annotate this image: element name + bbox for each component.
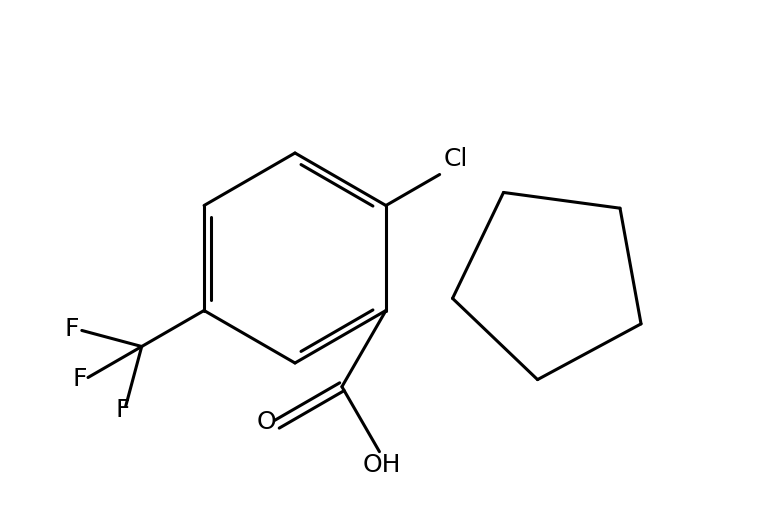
Text: OH: OH <box>362 453 401 477</box>
Text: Cl: Cl <box>444 147 468 170</box>
Text: O: O <box>256 410 276 434</box>
Text: F: F <box>116 398 130 422</box>
Text: F: F <box>65 317 80 342</box>
Text: F: F <box>72 367 87 392</box>
